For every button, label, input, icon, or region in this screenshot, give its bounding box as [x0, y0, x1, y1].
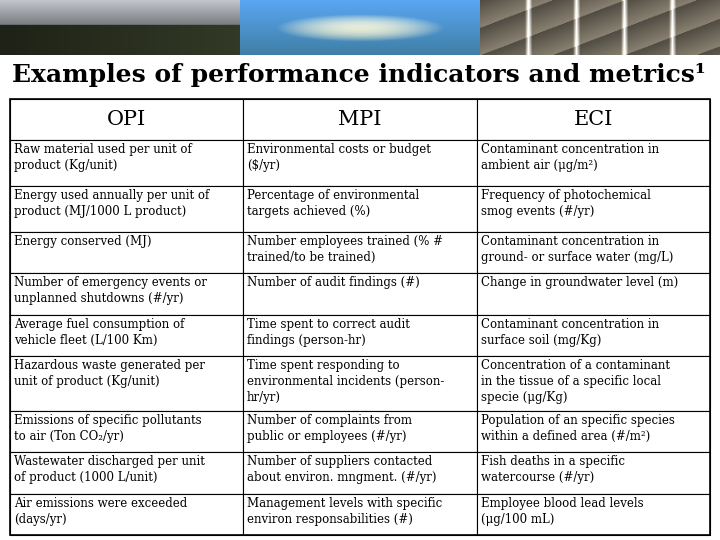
Text: Emissions of specific pollutants
to air (Ton CO₂/yr): Emissions of specific pollutants to air …	[14, 414, 202, 443]
Text: ECI: ECI	[574, 110, 613, 129]
Text: Time spent to correct audit
findings (person-hr): Time spent to correct audit findings (pe…	[247, 318, 410, 347]
Text: Time spent responding to
environmental incidents (person-
hr/yr): Time spent responding to environmental i…	[247, 359, 444, 404]
Bar	[243, 356, 477, 411]
Text: Wastewater discharged per unit
of product (1000 L/unit): Wastewater discharged per unit of produc…	[14, 455, 205, 484]
Bar	[10, 232, 243, 273]
Bar	[10, 186, 243, 232]
Text: Change in groundwater level (m): Change in groundwater level (m)	[481, 276, 678, 289]
Bar	[477, 140, 710, 186]
Text: Average fuel consumption of
vehicle fleet (L/100 Km): Average fuel consumption of vehicle flee…	[14, 318, 184, 347]
Bar	[243, 494, 477, 535]
Text: Environmental costs or budget
($/yr): Environmental costs or budget ($/yr)	[247, 144, 431, 172]
Bar	[10, 411, 243, 452]
Text: Number employees trained (% #
trained/to be trained): Number employees trained (% # trained/to…	[247, 235, 443, 264]
Text: Energy conserved (MJ): Energy conserved (MJ)	[14, 235, 151, 248]
Text: Energy used annually per unit of
product (MJ/1000 L product): Energy used annually per unit of product…	[14, 189, 210, 218]
Bar	[477, 186, 710, 232]
Bar	[10, 140, 243, 186]
Text: Percentage of environmental
targets achieved (%): Percentage of environmental targets achi…	[247, 189, 419, 218]
Bar	[243, 186, 477, 232]
Text: Employee blood lead levels
(μg/100 mL): Employee blood lead levels (μg/100 mL)	[481, 497, 644, 525]
Bar	[243, 99, 477, 140]
Text: Examples of performance indicators and metrics¹: Examples of performance indicators and m…	[12, 63, 706, 87]
Bar	[477, 273, 710, 315]
Text: Population of an specific species
within a defined area (#/m²): Population of an specific species within…	[481, 414, 675, 443]
Bar	[243, 452, 477, 494]
Bar	[10, 315, 243, 356]
Text: Contaminant concentration in
ground- or surface water (mg/L): Contaminant concentration in ground- or …	[481, 235, 673, 264]
Text: Air emissions were exceeded
(days/yr): Air emissions were exceeded (days/yr)	[14, 497, 187, 525]
Text: Raw material used per unit of
product (Kg/unit): Raw material used per unit of product (K…	[14, 144, 192, 172]
Bar	[243, 315, 477, 356]
Bar	[477, 411, 710, 452]
Bar	[477, 315, 710, 356]
Text: Hazardous waste generated per
unit of product (Kg/unit): Hazardous waste generated per unit of pr…	[14, 359, 205, 388]
Text: Contaminant concentration in
surface soil (mg/Kg): Contaminant concentration in surface soi…	[481, 318, 659, 347]
Bar	[10, 452, 243, 494]
Text: Number of audit findings (#): Number of audit findings (#)	[247, 276, 420, 289]
Bar	[477, 356, 710, 411]
Text: Frequency of photochemical
smog events (#/yr): Frequency of photochemical smog events (…	[481, 189, 651, 218]
Text: Management levels with specific
environ responsabilities (#): Management levels with specific environ …	[247, 497, 442, 525]
Bar	[10, 494, 243, 535]
Bar	[477, 99, 710, 140]
Bar	[10, 99, 243, 140]
Text: Concentration of a contaminant
in the tissue of a specific local
specie (μg/Kg): Concentration of a contaminant in the ti…	[481, 359, 670, 404]
Text: Number of suppliers contacted
about environ. mngment. (#/yr): Number of suppliers contacted about envi…	[247, 455, 436, 484]
Bar	[10, 273, 243, 315]
Text: Number of complaints from
public or employees (#/yr): Number of complaints from public or empl…	[247, 414, 412, 443]
Bar	[477, 452, 710, 494]
Text: Contaminant concentration in
ambient air (μg/m²): Contaminant concentration in ambient air…	[481, 144, 659, 172]
Text: Number of emergency events or
unplanned shutdowns (#/yr): Number of emergency events or unplanned …	[14, 276, 207, 306]
Text: Fish deaths in a specific
watercourse (#/yr): Fish deaths in a specific watercourse (#…	[481, 455, 625, 484]
Bar	[10, 356, 243, 411]
Bar	[243, 273, 477, 315]
Bar	[243, 140, 477, 186]
Text: MPI: MPI	[338, 110, 382, 129]
Bar	[243, 232, 477, 273]
Bar	[10, 99, 710, 535]
Text: OPI: OPI	[107, 110, 146, 129]
Bar	[477, 232, 710, 273]
Bar	[243, 411, 477, 452]
Bar	[477, 494, 710, 535]
